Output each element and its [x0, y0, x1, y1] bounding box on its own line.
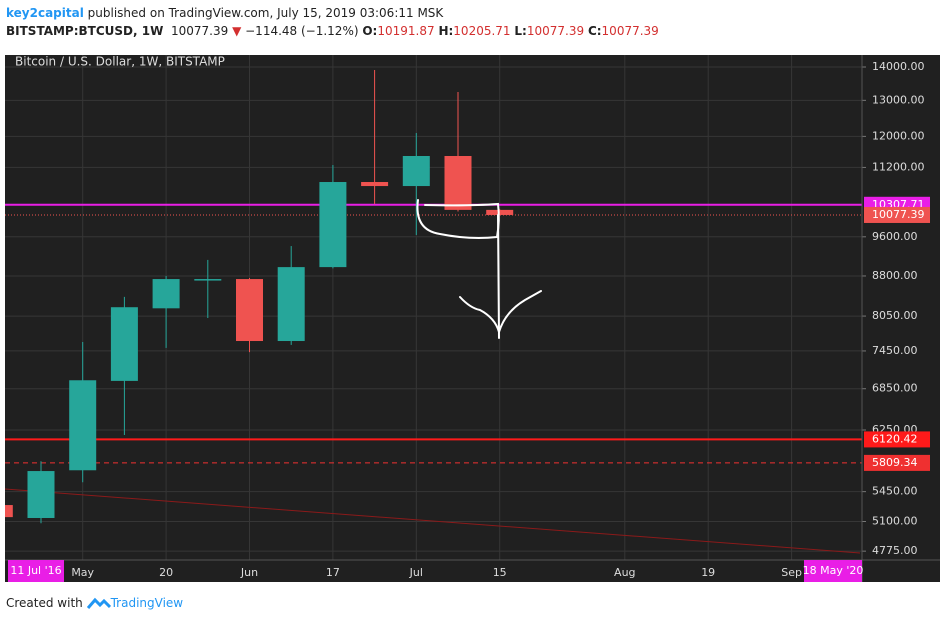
price-badge [864, 206, 930, 223]
published: published on TradingView.com, July 15, 2… [87, 6, 444, 20]
c-label: C: [587, 24, 602, 38]
candle-body [27, 471, 55, 518]
range-badge [8, 560, 64, 582]
candle-body [236, 279, 263, 342]
y-tick-label: 7450.00 [872, 344, 918, 357]
created: Created with [6, 596, 83, 610]
trend-line [5, 488, 861, 554]
x-tick-label: 17 [326, 566, 340, 579]
y-tick-label: 5450.00 [872, 485, 918, 498]
y-tick-label: 14000.00 [872, 60, 925, 73]
candle-body [319, 182, 347, 268]
x-tick-label: Sep [781, 566, 802, 579]
x-tick-label: Jun [240, 566, 258, 579]
arrow: ▼ [232, 24, 242, 38]
o: 10191.87 [377, 24, 435, 38]
candle-body [194, 279, 222, 281]
grid [5, 55, 862, 560]
range-label: 11 Jul '16 [10, 564, 61, 577]
x-tick-label: May [71, 566, 94, 579]
quote-line: BITSTAMP:BTCUSD, 1W 10077.39 ▼ −114.48 (… [6, 22, 659, 40]
y-tick-label: 4775.00 [872, 544, 918, 557]
y-tick-label: 12000.00 [872, 129, 925, 142]
candle-body [444, 156, 472, 210]
o-label: O: [362, 24, 378, 38]
x-tick-label: Aug [614, 566, 635, 579]
logo [86, 597, 111, 609]
h: 10205.71 [453, 24, 511, 38]
footer: Created with TradingView [6, 596, 183, 611]
c: 10077.39 [601, 24, 659, 38]
chart-title: Bitcoin / U.S. Dollar, 1W, BITSTAMP [15, 55, 225, 69]
x-tick-label: 19 [701, 566, 715, 579]
candle-body [152, 279, 180, 309]
price-label: 10077.39 [872, 208, 925, 221]
y-tick-label: 9600.00 [872, 230, 918, 243]
price-label: 6120.42 [872, 432, 918, 445]
y-tick-label: 6850.00 [872, 382, 918, 395]
x-tick-label: Jul [409, 566, 423, 579]
y-axis: 4775.005100.005450.006250.006850.007450.… [71, 60, 930, 579]
price-label: 5809.34 [872, 456, 918, 469]
price-badge [864, 431, 930, 448]
y-tick-label: 11200.00 [872, 160, 925, 173]
x-tick-label: 15 [493, 566, 507, 579]
candle-body [402, 156, 430, 187]
candle-body [361, 182, 389, 187]
last: 10077.39 [170, 24, 229, 38]
candle-body [110, 307, 138, 381]
publish-line: key2capital published on TradingView.com… [6, 4, 659, 22]
range-badge [804, 560, 862, 582]
symbol: BITSTAMP:BTCUSD, 1W [6, 24, 164, 38]
candle-body [277, 267, 305, 342]
range-label: 18 May '20 [803, 564, 864, 577]
brand[interactable]: TradingView [110, 596, 184, 610]
candle-body [5, 505, 13, 518]
author[interactable]: key2capital [6, 6, 84, 20]
change: −114.48 (−1.12%) [245, 24, 359, 38]
y-tick-label: 5100.00 [872, 515, 918, 528]
y-tick-label: 13000.00 [872, 93, 925, 106]
y-tick-label: 8050.00 [872, 309, 918, 322]
l-label: L: [514, 24, 527, 38]
hand-drawing [416, 199, 542, 339]
chart-bg [5, 55, 940, 582]
h-label: H: [438, 24, 454, 38]
candle-body [69, 380, 97, 471]
header: key2capital published on TradingView.com… [6, 4, 659, 40]
y-tick-label: 8800.00 [872, 269, 918, 282]
plot [5, 69, 862, 554]
x-tick-label: 20 [159, 566, 173, 579]
l: 10077.39 [526, 24, 585, 38]
price-badge [864, 454, 930, 471]
